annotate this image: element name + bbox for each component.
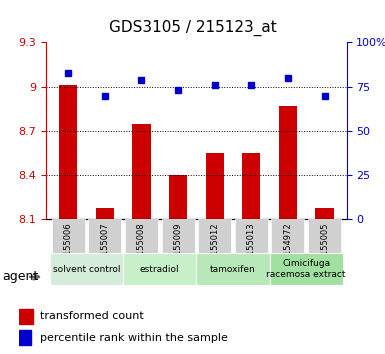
Text: GSM154972: GSM154972 [283,221,292,276]
FancyBboxPatch shape [270,253,343,285]
Bar [206,153,224,219]
FancyBboxPatch shape [198,219,231,253]
Text: GSM155007: GSM155007 [100,222,109,273]
Text: transformed count: transformed count [40,311,144,321]
FancyBboxPatch shape [52,219,85,253]
Text: GSM155009: GSM155009 [174,222,182,273]
FancyBboxPatch shape [308,219,341,253]
Bar [132,124,151,219]
Bar [95,208,114,219]
FancyBboxPatch shape [125,219,158,253]
Text: GSM155012: GSM155012 [210,221,219,276]
Text: GSM155009: GSM155009 [174,221,182,276]
Text: agent: agent [2,270,38,283]
Text: GSM155008: GSM155008 [137,221,146,276]
Bar [169,175,187,219]
Bar [19,330,32,345]
Text: GSM155005: GSM155005 [320,221,329,276]
FancyBboxPatch shape [196,253,270,285]
Bar [242,153,260,219]
Text: GSM155008: GSM155008 [137,222,146,273]
Text: solvent control: solvent control [53,264,120,274]
FancyBboxPatch shape [50,253,123,285]
Bar [59,85,77,219]
Text: estradiol: estradiol [140,264,179,274]
Text: GSM155007: GSM155007 [100,221,109,276]
Text: tamoxifen: tamoxifen [210,264,256,274]
Text: percentile rank within the sample: percentile rank within the sample [40,332,228,343]
Text: GSM155005: GSM155005 [320,222,329,273]
Text: GSM155012: GSM155012 [210,222,219,273]
Text: GSM155006: GSM155006 [64,221,73,276]
FancyBboxPatch shape [123,253,196,285]
Text: GSM155013: GSM155013 [247,222,256,273]
FancyBboxPatch shape [162,219,194,253]
Text: Cimicifuga
racemosa extract: Cimicifuga racemosa extract [266,259,346,279]
FancyBboxPatch shape [88,219,121,253]
Bar [19,309,33,324]
Text: GSM155006: GSM155006 [64,222,73,273]
Bar [315,208,334,219]
FancyBboxPatch shape [235,219,268,253]
Bar [279,106,297,219]
Text: GSM154972: GSM154972 [283,222,292,273]
FancyBboxPatch shape [271,219,305,253]
Text: GSM155013: GSM155013 [247,221,256,276]
Text: GDS3105 / 215123_at: GDS3105 / 215123_at [109,20,276,36]
